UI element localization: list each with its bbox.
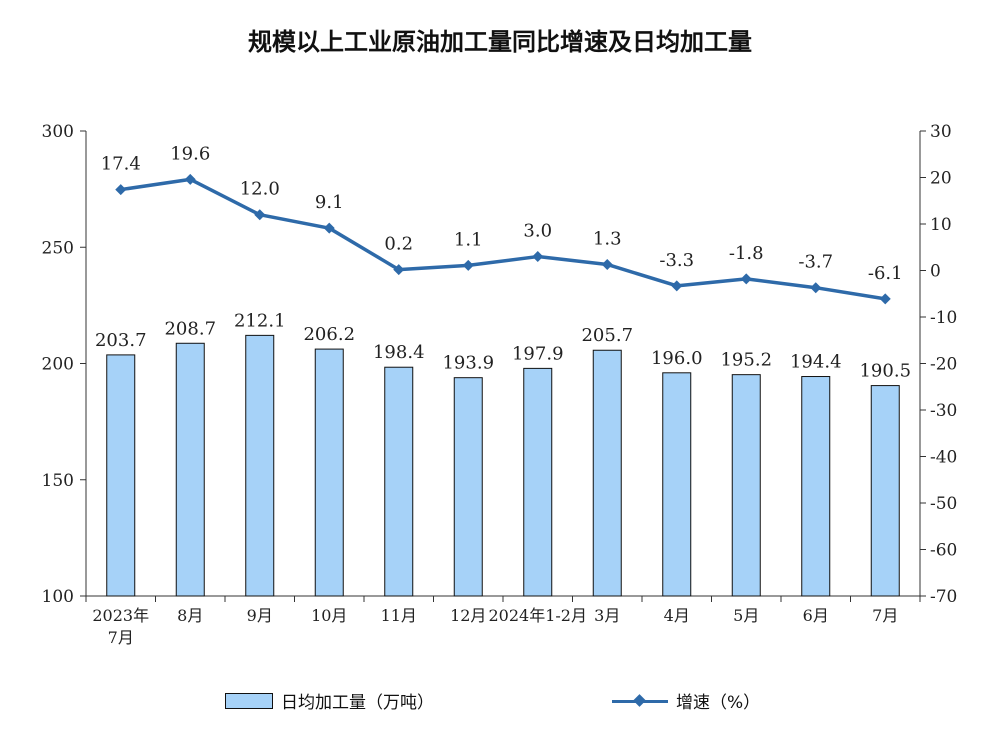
right-tick-label: 20 xyxy=(930,169,952,189)
x-tick-label: 6月 xyxy=(803,606,829,625)
growth-line xyxy=(120,177,886,301)
line-group xyxy=(115,173,891,305)
bar xyxy=(106,354,136,597)
legend-bar: 日均加工量（万吨） xyxy=(225,688,434,713)
bar xyxy=(314,348,344,597)
bar-value-label: 194.4 xyxy=(790,352,842,373)
x-labels-group: 2023年 7月 8月 9月 10月 11月 12月 2024年1-2月 3月 4月 5月 6月 7月 xyxy=(92,606,898,647)
line-value-label: 3.0 xyxy=(523,221,552,242)
left-tick-label: 300 xyxy=(42,122,74,142)
line-marker xyxy=(184,173,196,185)
right-tick-label: -50 xyxy=(930,494,957,514)
line-value-label: -6.1 xyxy=(868,263,903,284)
line-value-label: 1.3 xyxy=(593,228,622,249)
line-marker xyxy=(393,264,405,276)
legend-line-label: 增速（%） xyxy=(676,693,761,713)
line-value-label: -1.8 xyxy=(729,243,764,264)
line-marker xyxy=(323,222,335,234)
right-tick-label: -10 xyxy=(930,308,957,328)
bar-value-label: 212.1 xyxy=(234,310,286,331)
bar-value-label: 205.7 xyxy=(581,325,633,346)
bar xyxy=(870,385,900,597)
legend-line: 增速（%） xyxy=(612,688,760,713)
left-tick-label: 250 xyxy=(42,238,74,258)
right-tick-label: 10 xyxy=(930,215,952,235)
line-value-label: 1.1 xyxy=(454,229,483,250)
x-tick-label: 4月 xyxy=(664,606,690,625)
right-tick-label: -60 xyxy=(930,541,957,561)
line-value-label: 17.4 xyxy=(101,154,141,175)
line-value-label: 12.0 xyxy=(240,179,280,200)
line-marker xyxy=(115,184,127,196)
bar-value-label: 203.7 xyxy=(95,330,147,351)
line-value-label: 0.2 xyxy=(384,234,413,255)
line-value-label: -3.7 xyxy=(798,252,833,273)
right-tick-label: 30 xyxy=(930,122,952,142)
x-tick-label: 9月 xyxy=(247,606,273,625)
x-tick-label: 11月 xyxy=(381,606,417,625)
line-marker xyxy=(879,293,891,305)
line-marker xyxy=(462,259,474,271)
bar xyxy=(245,334,275,597)
bar xyxy=(523,367,553,597)
bar-value-label: 195.2 xyxy=(720,350,772,371)
line-marker xyxy=(810,282,822,294)
right-tick-label: -70 xyxy=(930,587,957,607)
bar-value-label: 206.2 xyxy=(303,324,355,345)
bar-value-label: 208.7 xyxy=(164,318,216,339)
bar-value-label: 193.9 xyxy=(442,353,494,374)
bar xyxy=(453,377,483,597)
x-tick-label: 2024年1-2月 xyxy=(489,606,588,625)
line-marker xyxy=(532,251,544,263)
right-tick-label: -30 xyxy=(930,401,957,421)
legend-line-swatch xyxy=(612,693,668,709)
bar-value-label: 197.9 xyxy=(512,343,564,364)
bar-labels-group: 203.7 208.7 212.1 206.2 198.4 193.9 197.9 205.7… xyxy=(95,310,911,381)
line-value-label: 9.1 xyxy=(315,192,344,213)
bar xyxy=(801,376,831,597)
x-tick-label: 5月 xyxy=(733,606,759,625)
x-tick-label: 8月 xyxy=(177,606,203,625)
bar xyxy=(592,349,622,597)
x-tick-label: 7月 xyxy=(872,606,898,625)
x-tick-label: 3月 xyxy=(594,606,620,625)
legend-bar-swatch xyxy=(225,692,273,709)
bar xyxy=(175,342,205,597)
left-tick-label: 200 xyxy=(42,355,74,375)
line-marker xyxy=(254,209,266,221)
legend-bar-label: 日均加工量（万吨） xyxy=(281,693,434,713)
right-tick-label: -20 xyxy=(930,355,957,375)
left-tick-label: 100 xyxy=(42,587,74,607)
x-tick-label: 10月 xyxy=(311,606,347,625)
line-marker xyxy=(671,280,683,292)
line-labels-group: 17.4 19.6 12.0 9.1 0.2 1.1 3.0 1.3 -3.3 -1.8 -3.7 -… xyxy=(101,143,903,284)
line-marker xyxy=(740,273,752,285)
bar xyxy=(662,372,692,597)
bar-value-label: 196.0 xyxy=(651,348,703,369)
bar-value-label: 190.5 xyxy=(859,361,911,382)
bar xyxy=(731,374,761,597)
bar-value-label: 198.4 xyxy=(373,342,425,363)
x-tick-label: 12月 xyxy=(450,606,486,625)
line-marker xyxy=(601,258,613,270)
right-tick-label: -40 xyxy=(930,448,957,468)
right-tick-label: 0 xyxy=(930,262,941,282)
chart-title: 规模以上工业原油加工量同比增速及日均加工量 xyxy=(248,28,752,56)
line-value-label: 19.6 xyxy=(170,143,210,164)
x-tick-label: 2023年 7月 xyxy=(92,606,149,647)
left-tick-label: 150 xyxy=(42,471,74,491)
line-value-label: -3.3 xyxy=(659,250,694,271)
bars-group xyxy=(106,334,900,597)
bar xyxy=(384,366,414,597)
